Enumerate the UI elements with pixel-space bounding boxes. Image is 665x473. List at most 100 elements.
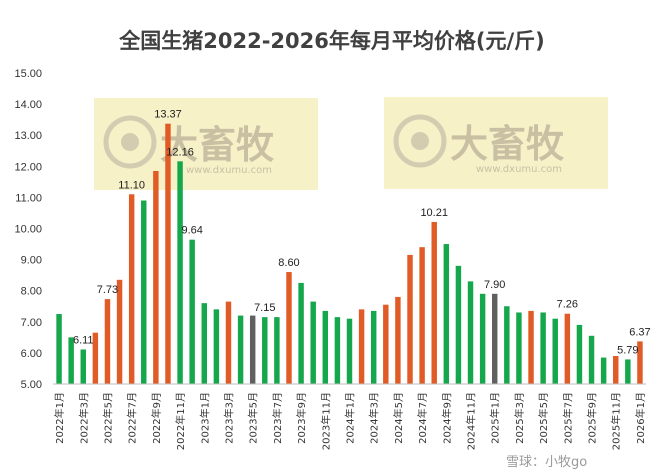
bar: [576, 324, 583, 384]
x-axis: 2022年1月 2022年3月 2022年5月 2022年7月 2022年9月 2022年…: [53, 383, 647, 450]
data-label: 6.37: [629, 326, 650, 338]
bar: [201, 303, 207, 384]
bar: [128, 194, 135, 384]
bar: [310, 301, 316, 384]
bar: [249, 315, 256, 384]
bar: [600, 357, 607, 384]
bar: [116, 279, 123, 384]
bar: [225, 301, 232, 384]
y-tick-label: 5.00: [21, 379, 42, 391]
y-tick-label: 13.00: [14, 130, 42, 142]
x-tick-label: 2022年7月: [126, 392, 139, 444]
x-tick-label: 2023年3月: [222, 392, 235, 444]
bar: [298, 282, 304, 384]
bar: [516, 312, 522, 384]
y-tick-label: 6.00: [21, 348, 42, 360]
x-tick-label: 2025年3月: [513, 392, 526, 444]
x-tick-label: 2022年11月: [174, 392, 187, 450]
x-tick-label: 2023年1月: [198, 392, 211, 444]
x-tick-label: 2023年11月: [319, 392, 332, 450]
x-tick-label: 2023年9月: [295, 392, 308, 444]
bar: [637, 341, 643, 384]
data-label: 8.60: [278, 257, 299, 269]
bar: [407, 254, 413, 384]
bar: [358, 309, 365, 384]
x-tick-label: 2025年5月: [537, 392, 550, 444]
bar: [262, 317, 268, 384]
x-tick-label: 2023年5月: [247, 392, 260, 444]
watermark-brand: 大畜牧: [160, 123, 275, 167]
bar: [455, 265, 462, 384]
bar: [286, 272, 292, 384]
data-label: 7.73: [97, 284, 118, 296]
bar: [625, 359, 631, 384]
x-tick-label: 2022年9月: [150, 392, 163, 444]
x-tick-label: 2024年7月: [416, 392, 429, 444]
x-tick-label: 2022年1月: [53, 392, 66, 444]
watermark-brand: 大畜牧: [450, 122, 565, 166]
bar: [56, 314, 62, 384]
x-tick-label: 2025年7月: [561, 392, 574, 444]
bar: [383, 304, 389, 384]
bar: [431, 221, 437, 384]
bar: [492, 293, 498, 384]
x-tick-label: 2025年11月: [610, 392, 623, 450]
bar: [68, 337, 74, 384]
data-label: 7.90: [484, 279, 505, 291]
bar-series: [56, 123, 643, 385]
x-tick-label: 2025年1月: [489, 392, 502, 444]
x-tick-label: 2023年7月: [271, 392, 284, 444]
bar: [177, 161, 183, 384]
bar: [92, 332, 99, 384]
bar: [564, 313, 571, 384]
bar: [613, 356, 619, 384]
data-label: 5.79: [617, 344, 638, 356]
y-tick-label: 10.00: [14, 224, 42, 236]
bar: [395, 296, 401, 384]
bar: [552, 318, 558, 384]
bar: [237, 315, 244, 384]
bar: [370, 310, 377, 384]
bar: [419, 247, 425, 384]
y-tick-label: 11.00: [15, 192, 42, 204]
data-label: 7.15: [254, 302, 275, 314]
bar: [443, 244, 450, 384]
data-label: 7.26: [557, 299, 578, 311]
bar: [346, 318, 353, 384]
watermark-url: www.dxumu.com: [476, 164, 562, 175]
bar: [153, 170, 159, 384]
bar: [165, 123, 171, 385]
x-tick-label: 2022年3月: [77, 392, 90, 444]
bar: [479, 293, 486, 384]
y-tick-label: 12.00: [14, 161, 42, 173]
x-tick-label: 2024年11月: [465, 392, 478, 450]
bar: [334, 317, 341, 384]
data-label: 9.64: [181, 225, 202, 237]
x-tick-label: 2022年5月: [101, 392, 114, 444]
bar: [274, 317, 280, 384]
bar: [189, 239, 195, 384]
x-tick-label: 2024年3月: [368, 392, 381, 444]
chart-title: 全国生猪2022-2026年每月平均价格(元/斤): [118, 29, 544, 53]
x-tick-label: 2024年1月: [344, 392, 357, 444]
watermark-url: www.dxumu.com: [186, 165, 272, 176]
bar: [588, 335, 595, 384]
data-label: 10.21: [420, 207, 448, 219]
data-label: 12.16: [166, 146, 194, 158]
bar: [504, 306, 510, 384]
y-tick-label: 7.00: [21, 317, 42, 329]
x-tick-label: 2025年9月: [586, 392, 599, 444]
x-tick-label: 2024年9月: [440, 392, 453, 444]
x-tick-label: 2026年1月: [634, 392, 647, 444]
y-tick-label: 8.00: [21, 286, 42, 298]
watermark-right: 大畜牧 www.dxumu.com: [384, 97, 608, 189]
data-label: 11.10: [118, 179, 145, 191]
data-label: 13.37: [154, 109, 182, 121]
bar: [322, 310, 329, 384]
bar: [104, 299, 111, 384]
y-tick-label: 14.00: [14, 99, 42, 111]
y-tick-label: 9.00: [21, 255, 42, 267]
data-label: 6.11: [73, 334, 94, 346]
bar: [528, 310, 534, 384]
